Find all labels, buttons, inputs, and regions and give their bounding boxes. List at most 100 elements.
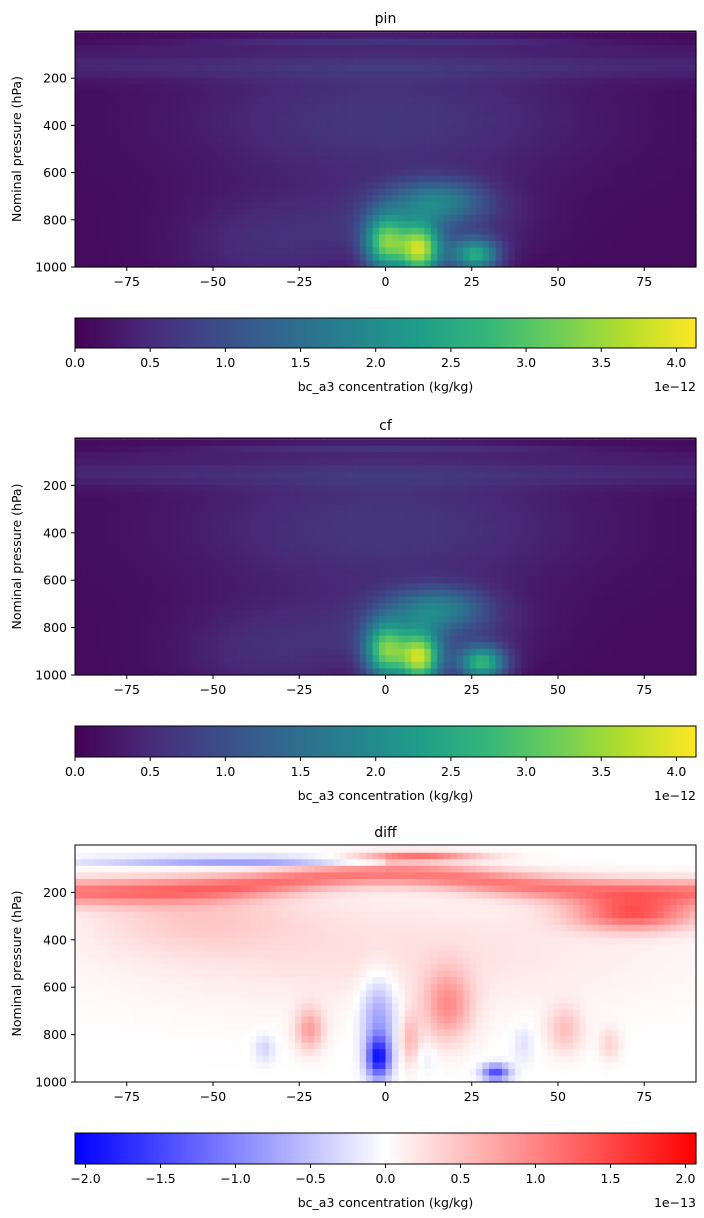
heatmap-cell [340,188,348,196]
heatmap-cell [482,208,490,216]
heatmap-cell [178,123,186,131]
heatmap-cell [534,208,542,216]
heatmap-cell [508,103,516,112]
heatmap-cell [120,156,128,164]
heatmap-cell [275,439,283,447]
heatmap-cell [275,143,283,151]
heatmap-cell [282,90,290,98]
heatmap-cell [618,214,626,222]
heatmap-cell [644,136,652,144]
heatmap-cell [282,110,290,118]
heatmap-cell [126,260,134,268]
heatmap-cell [269,465,277,473]
heatmap-cell [417,175,425,183]
heatmap-cell [340,465,348,473]
heatmap-cell [560,143,568,151]
heatmap-cell [379,498,387,506]
heatmap-cell [476,58,484,66]
heatmap-cell [450,208,458,216]
heatmap-cell [670,195,678,203]
heatmap-cell [159,32,167,40]
heatmap-cell [573,517,581,525]
heatmap-cell [598,491,607,499]
heatmap-cell [663,478,671,486]
colorbar-swatch [599,318,604,348]
heatmap-cell [527,511,535,519]
heatmap-cell [262,162,270,170]
heatmap-cell [191,247,199,255]
heatmap-cell [256,116,264,125]
heatmap-cell [320,465,328,473]
heatmap-cell [87,214,96,222]
heatmap-cell [586,71,594,79]
heatmap-cell [404,260,412,268]
heatmap-cell [204,84,212,92]
heatmap-cell [637,149,645,157]
heatmap-cell [605,64,613,72]
heatmap-cell [560,32,568,40]
heatmap-cell [359,156,367,164]
heatmap-cell [372,77,380,85]
heatmap-cell [417,445,425,453]
heatmap-cell [650,188,658,196]
heatmap-cell [159,143,167,151]
heatmap-cell [314,162,322,170]
heatmap-cell [236,511,244,519]
heatmap-cell [353,517,361,525]
heatmap-cell [81,188,89,196]
heatmap-cell [94,439,102,447]
heatmap-cell [683,156,691,164]
heatmap-cell [437,234,445,242]
heatmap-cell [191,221,199,229]
heatmap-cell [579,465,587,473]
heatmap-cell [430,524,438,532]
heatmap-cell [508,471,516,480]
heatmap-cell [307,32,315,40]
heatmap-cell [624,517,632,525]
heatmap-cell [476,498,484,506]
heatmap-cell [657,45,665,53]
colorbar-swatch [533,318,538,348]
heatmap-cell [126,97,134,105]
heatmap-cell [508,195,516,203]
heatmap-cell [657,71,665,79]
heatmap-cell [282,149,290,157]
heatmap-cell [191,32,199,40]
heatmap-cell [514,77,522,85]
heatmap-cell [527,227,535,235]
heatmap-cell [288,247,296,255]
heatmap-cell [139,64,147,72]
heatmap-cell [644,452,652,460]
heatmap-cell [87,110,96,118]
heatmap-cell [243,504,251,512]
heatmap-cell [611,38,619,46]
heatmap-cell [489,452,497,460]
heatmap-cell [372,169,380,177]
heatmap-cell [411,84,419,92]
heatmap-cell [120,458,128,466]
heatmap-cell [670,478,678,486]
heatmap-cell [650,195,658,203]
heatmap-cell [430,511,438,519]
heatmap-cell [165,110,173,118]
heatmap-cell [605,491,613,499]
heatmap-cell [236,221,244,229]
heatmap-cell [398,136,406,144]
heatmap-cell [275,156,283,164]
heatmap-cell [184,498,193,506]
heatmap-cell [301,214,309,222]
colorbar-swatch [213,318,218,348]
heatmap-cell [644,195,652,203]
heatmap-cell [146,64,154,72]
heatmap-cell [320,478,328,486]
heatmap-cell [146,156,154,164]
heatmap-cell [159,110,167,118]
heatmap-cell [172,452,180,460]
heatmap-cell [139,234,147,242]
heatmap-cell [340,77,348,85]
heatmap-cell [463,221,471,229]
heatmap-cell [495,240,503,249]
heatmap-cell [430,77,438,85]
heatmap-cell [598,169,607,177]
heatmap-cell [657,201,665,209]
